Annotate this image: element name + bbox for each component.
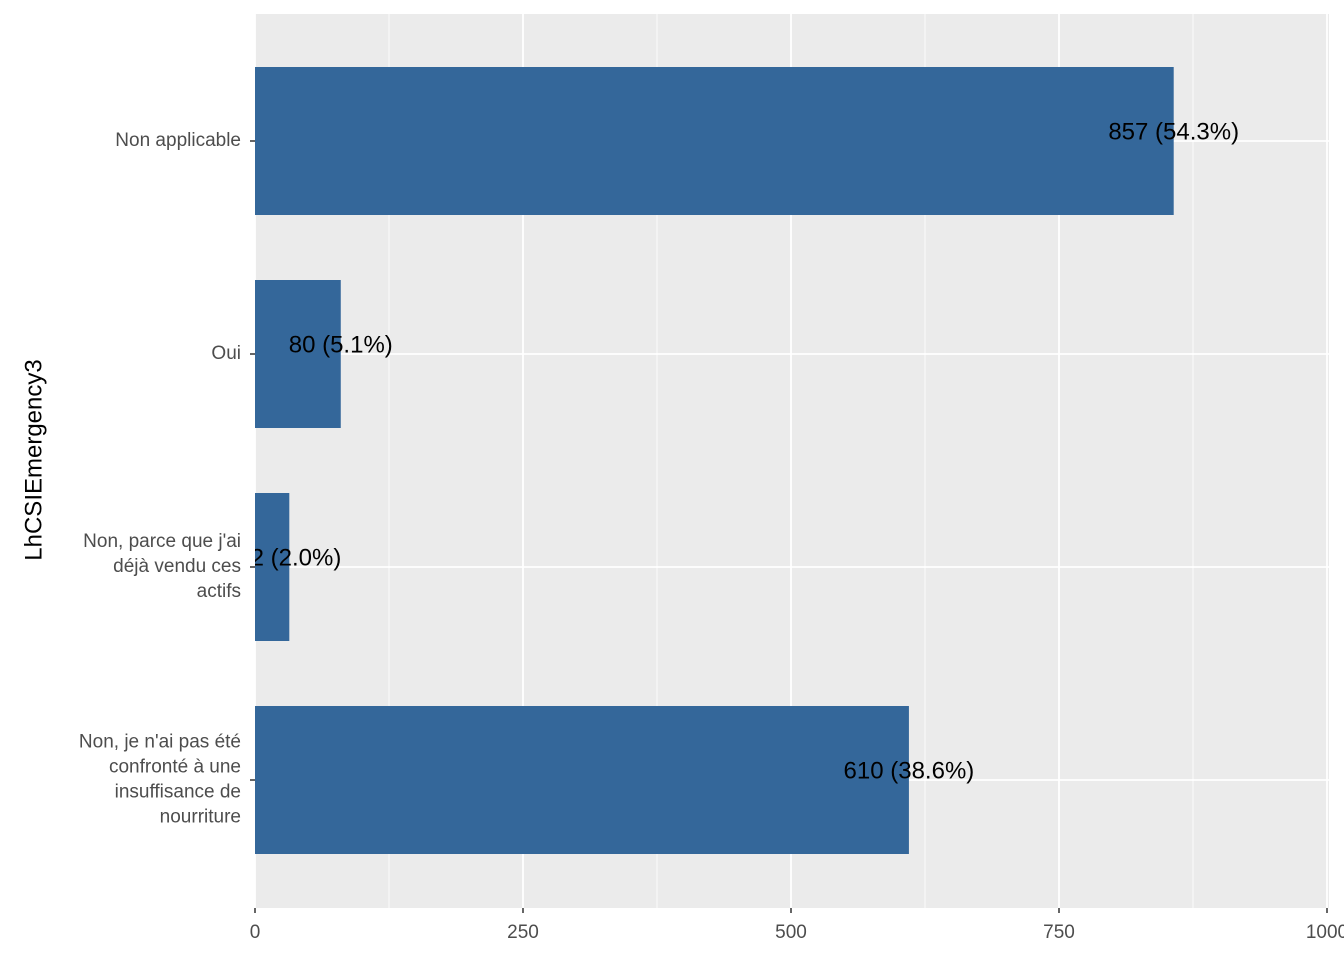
value-label: 80 (5.1%) [289,331,393,358]
bar [255,67,1174,215]
x-tick-label: 500 [775,922,807,943]
bar [255,706,909,854]
x-tick-label: 250 [507,922,539,943]
y-tick-label: Non applicable [115,130,241,151]
value-label: 610 (38.6%) [844,757,975,784]
bar [255,280,341,428]
x-tick-label: 1000 [1306,922,1344,943]
bar [255,493,290,641]
y-tick-label: Oui [211,343,241,364]
y-tick-label: Non, parce que j'ai déjà vendu ces actifs [83,531,241,602]
y-tick-label: Non, je n'ai pas été confronté à une insuf… [79,732,241,828]
x-tick-label: 750 [1043,922,1075,943]
bars: 857 (54.3%) 80 (5.1%) 32 (2.0%) 610 (38.6%) [237,67,1239,854]
x-tick-label: 0 [250,922,261,943]
y-axis-title: LhCSIEmergency3 [20,359,47,560]
value-label: 857 (54.3%) [1108,118,1239,145]
value-label: 32 (2.0%) [237,544,341,571]
